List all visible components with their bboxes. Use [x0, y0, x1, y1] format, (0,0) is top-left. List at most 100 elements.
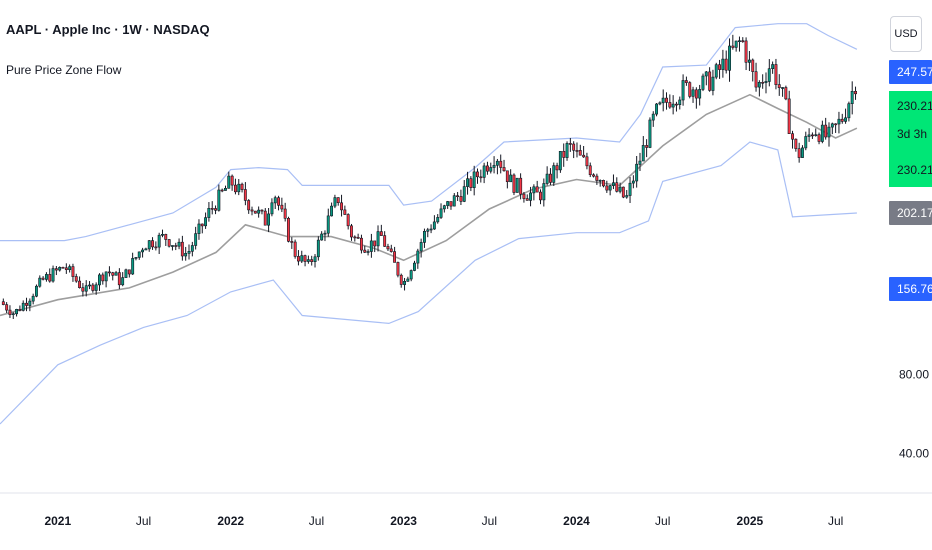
candle-up — [641, 145, 645, 162]
candle-up — [84, 285, 88, 292]
candle-up — [88, 284, 92, 287]
candle-down — [791, 133, 795, 140]
candle-down — [824, 124, 828, 138]
candle-up — [376, 231, 380, 247]
candle-down — [74, 276, 78, 282]
candle-up — [416, 250, 420, 264]
candle-up — [124, 269, 128, 278]
candle-down — [5, 304, 9, 311]
candle-down — [293, 241, 297, 257]
candle-down — [834, 123, 838, 126]
candle-up — [44, 274, 48, 280]
candle-up — [466, 178, 469, 187]
candle-up — [306, 259, 310, 262]
candle-up — [137, 251, 141, 258]
time-tick-label: 2025 — [737, 514, 764, 528]
candle-down — [605, 185, 609, 191]
candle-down — [754, 71, 758, 88]
candle-up — [217, 189, 221, 211]
candle-up — [658, 102, 662, 105]
candle-down — [688, 82, 692, 97]
candle-down — [797, 148, 801, 158]
close-tag-label: 230.21 — [897, 163, 932, 177]
candle-up — [462, 186, 466, 202]
candle-up — [661, 97, 665, 104]
candle-up — [509, 174, 513, 183]
candle-up — [804, 136, 808, 149]
candle-up — [300, 255, 304, 262]
indicator-legend[interactable]: Pure Price Zone Flow — [6, 63, 122, 77]
candle-up — [532, 186, 536, 194]
candle-up — [678, 99, 682, 105]
candle-down — [174, 245, 178, 247]
candle-up — [850, 91, 854, 105]
candle-up — [781, 87, 785, 89]
candle-down — [117, 272, 121, 286]
time-tick-label: Jul — [136, 514, 151, 528]
candle-down — [684, 80, 688, 83]
currency-button[interactable]: USD — [890, 16, 922, 52]
candle-down — [214, 208, 217, 211]
candle-up — [131, 258, 135, 275]
candle-down — [41, 277, 45, 280]
candle-up — [21, 302, 25, 311]
candle-down — [25, 302, 28, 306]
price-tick-label: 80.00 — [899, 368, 929, 382]
candle-up — [847, 103, 851, 119]
candle-down — [151, 240, 154, 248]
time-axis[interactable]: 2021 Jul 2022 Jul 2023 Jul 2024 Jul 2025 Jul — [44, 514, 843, 528]
time-tick-label: 2022 — [217, 514, 244, 528]
candle-down — [741, 40, 745, 43]
candle-up — [114, 272, 118, 276]
candle-down — [389, 248, 393, 252]
candle-down — [485, 165, 489, 172]
candle-up — [515, 177, 519, 193]
candle-down — [665, 97, 669, 103]
candle-down — [200, 223, 204, 227]
candle-up — [611, 182, 615, 186]
candle-up — [542, 183, 546, 201]
candle-up — [403, 280, 406, 285]
candle-down — [585, 156, 589, 167]
candle-down — [243, 189, 247, 201]
candle-down — [568, 143, 572, 145]
candle-down — [247, 200, 251, 211]
candle-down — [386, 246, 390, 250]
candle-up — [439, 208, 443, 218]
candle-up — [104, 271, 108, 282]
candle-up — [489, 167, 493, 172]
time-tick-label: Jul — [828, 514, 843, 528]
candle-down — [582, 154, 586, 158]
candle-down — [777, 84, 781, 88]
candle-up — [161, 234, 164, 236]
candle-down — [761, 82, 765, 84]
candle-down — [359, 237, 363, 251]
candle-up — [714, 64, 718, 78]
price-tick-label: 40.00 — [899, 447, 929, 461]
candle-up — [34, 285, 38, 297]
candle-up — [147, 240, 151, 250]
candle-down — [127, 269, 131, 275]
candle-down — [499, 160, 503, 168]
candle-down — [519, 177, 523, 195]
candle-up — [598, 180, 602, 182]
candle-down — [522, 193, 526, 199]
candle-up — [429, 228, 433, 231]
candle-down — [180, 241, 184, 257]
candle-up — [320, 233, 324, 241]
candle-down — [340, 202, 343, 211]
candle-down — [854, 91, 858, 95]
lower-band-tag-label: 156.76 — [897, 282, 932, 296]
candle-up — [648, 119, 652, 148]
candle-down — [356, 237, 360, 239]
candle-down — [8, 309, 12, 316]
candle-up — [144, 248, 148, 251]
candle-down — [396, 262, 400, 276]
candle-down — [101, 274, 105, 282]
candle-down — [154, 246, 158, 249]
candle-up — [552, 165, 556, 183]
candle-up — [721, 58, 725, 70]
candle-up — [495, 160, 499, 166]
